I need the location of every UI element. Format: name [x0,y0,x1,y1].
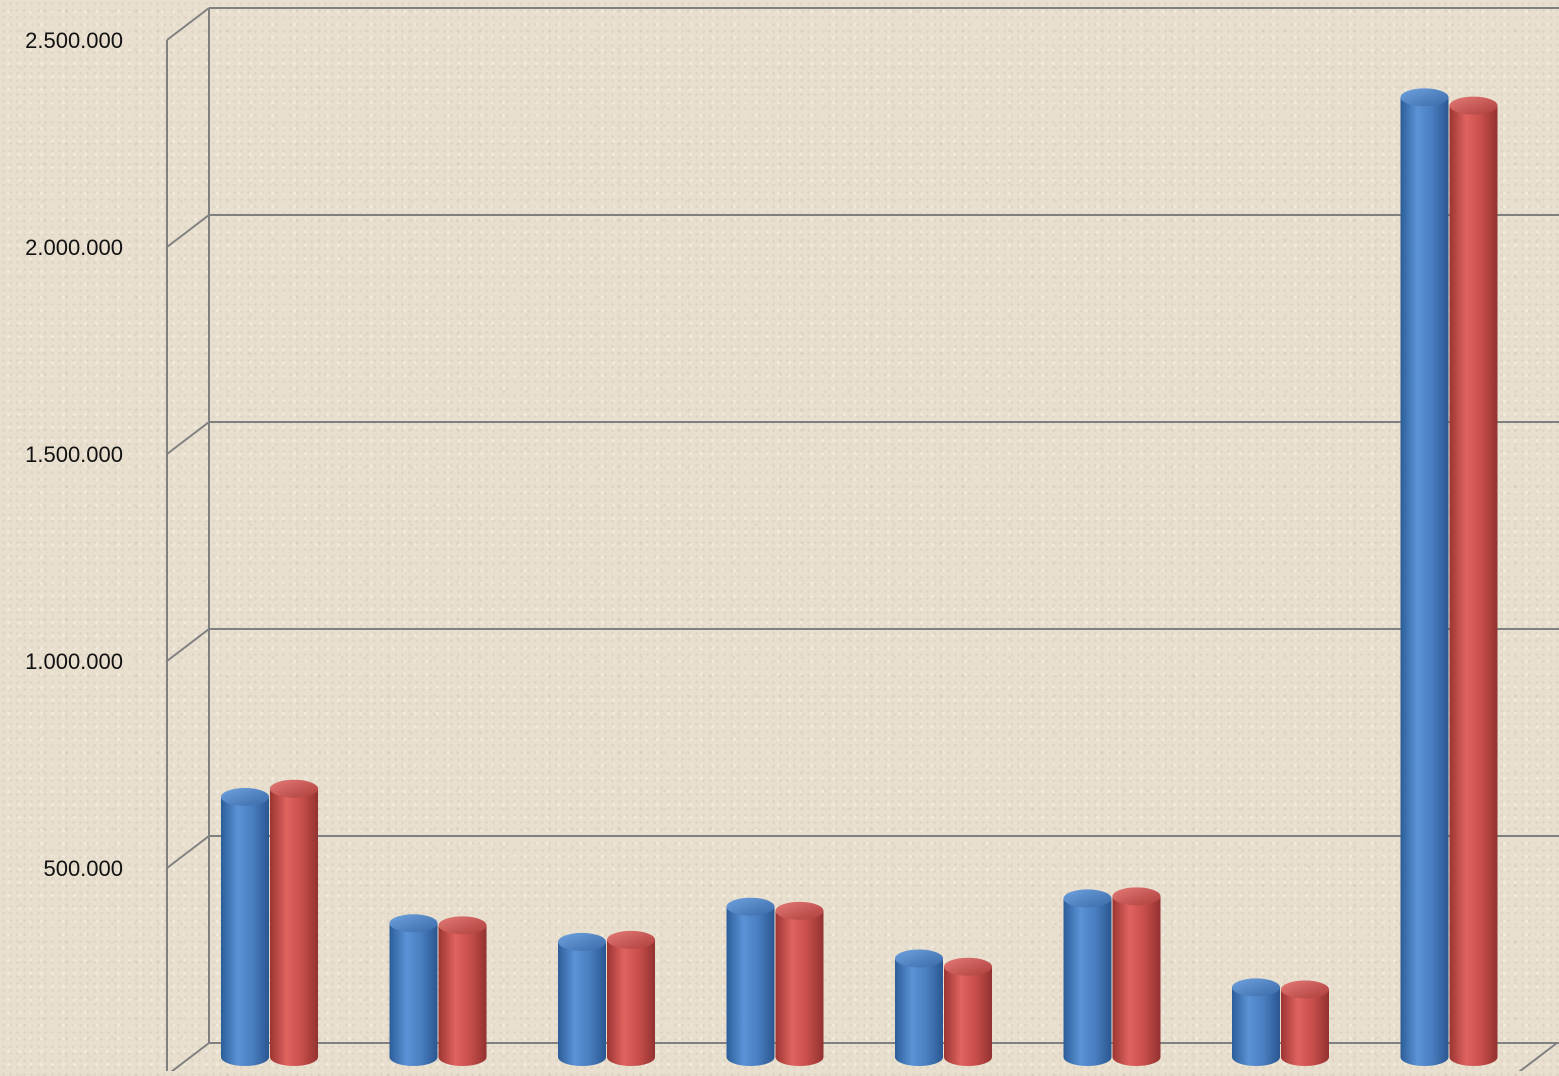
bar-cap [944,957,992,976]
bar [775,901,824,1066]
bar [895,949,943,1066]
y-tick-label: 2.500.000 [25,28,123,53]
gridlines [166,7,1559,1076]
bar [1400,88,1449,1067]
y-tick-label: 1.500.000 [25,442,123,467]
bar [944,957,992,1066]
bar-body [775,910,824,1066]
bar-body [1112,896,1161,1066]
bar-body [1449,105,1498,1066]
bar-body [944,966,992,1066]
bar-cap [270,779,318,798]
bar [1449,96,1498,1066]
gridline-side [166,214,210,248]
bar-cap [895,949,943,968]
bar-cap [1063,889,1112,908]
bar-body [1063,898,1112,1066]
bar-cap [1112,887,1161,906]
bar [221,787,269,1066]
bar-body [558,941,606,1066]
bar [389,914,438,1066]
bar-body [1232,987,1280,1066]
bar-body [607,939,655,1066]
bar [726,897,775,1066]
bar-body [1400,97,1449,1067]
bar-cap [607,930,655,949]
bar-cap [1449,96,1498,115]
bar-body [389,923,438,1066]
bar [1063,889,1112,1066]
gridline-side [166,1042,210,1076]
bar-cap [558,932,606,951]
y-tick-label: 500.000 [43,856,123,881]
bar [558,932,606,1066]
y-tick-label: 2.000.000 [25,235,123,260]
bar-cap [389,914,438,933]
bars [221,88,1498,1067]
bar-body [1281,989,1329,1066]
bar [270,779,318,1066]
gridline-side [166,7,210,41]
gridline-side [166,421,210,455]
y-axis: 500.000 1.000.000 1.500.000 2.000.000 2.500.… [25,28,168,1075]
bar [607,930,655,1066]
gridline-side [166,835,210,869]
bar-body [270,788,318,1066]
bar-body [726,906,775,1066]
bar [1281,980,1329,1066]
bar-cap [726,897,775,916]
bar-cap [1281,980,1329,999]
bar [1232,978,1280,1066]
bar-body [438,925,487,1066]
bar-body [895,958,943,1066]
bar-cap [775,901,824,920]
bar-cap [438,916,487,935]
bar [1112,887,1161,1066]
bar-cap [1400,88,1449,107]
bar-cap [221,787,269,806]
gridline-side [166,628,210,662]
bar [438,916,487,1066]
bar-body [221,796,269,1066]
y-tick-label: 1.000.000 [25,649,123,674]
floor-edge [1514,1042,1558,1076]
bar-cap [1232,978,1280,997]
